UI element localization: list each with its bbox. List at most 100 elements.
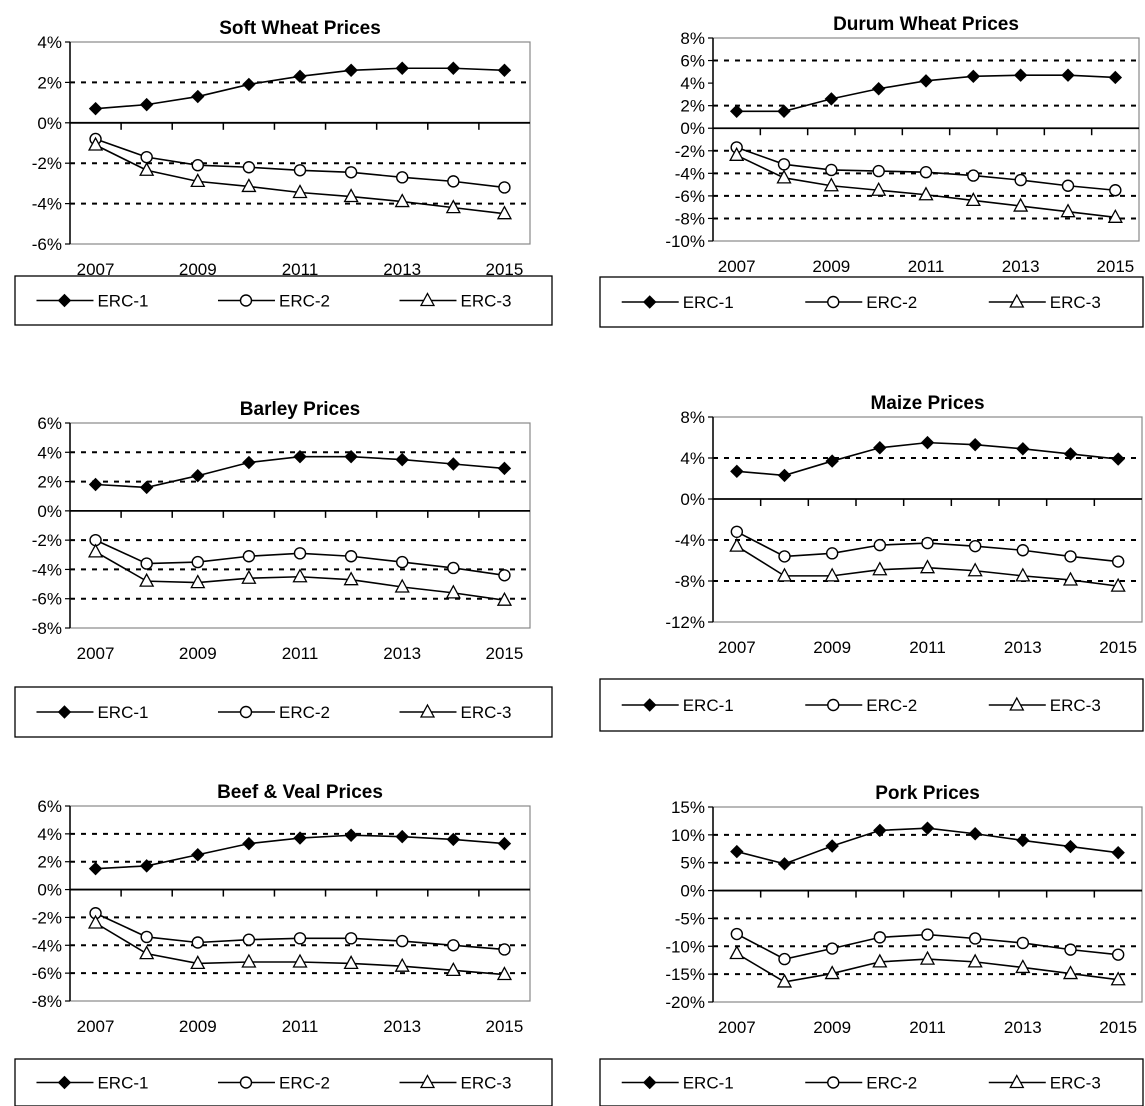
data-point-triangle: [729, 945, 745, 960]
legend: ERC-1 ERC-2 ERC-3: [14, 275, 553, 326]
series-erc-1: [729, 68, 1123, 119]
legend-label: ERC-2: [279, 703, 330, 722]
chart-title: Barley Prices: [240, 399, 360, 420]
legend-box: [599, 678, 1144, 732]
x-tick-label: 2015: [1099, 638, 1137, 657]
data-point-triangle: [729, 537, 745, 552]
series-line: [736, 154, 1116, 219]
series-erc-3: [87, 543, 513, 606]
data-point-triangle: [241, 178, 257, 193]
legend-item-erc-2: ERC-2: [217, 292, 330, 311]
y-tick-label: -6%: [32, 964, 62, 983]
data-point-circle: [191, 555, 204, 569]
data-point-triangle: [919, 559, 936, 574]
y-tick-label: -2%: [32, 154, 62, 173]
y-tick-label: -5%: [675, 909, 705, 928]
data-point-diamond: [139, 480, 154, 495]
data-point-diamond: [88, 477, 103, 492]
y-tick-label: 0%: [680, 882, 705, 901]
data-point-diamond: [871, 82, 886, 96]
data-point-diamond: [395, 829, 409, 844]
chart-title: Pork Prices: [875, 783, 980, 804]
y-tick-label: 4%: [680, 449, 705, 468]
data-point-triangle: [445, 199, 461, 214]
legend-label: ERC-1: [97, 1074, 148, 1093]
data-point-diamond: [191, 848, 205, 862]
data-point-circle: [344, 166, 358, 179]
y-tick-label: -2%: [32, 531, 62, 550]
legend-item-erc-2: ERC-2: [805, 1074, 917, 1093]
data-point-diamond: [242, 77, 256, 92]
data-point-diamond: [824, 92, 839, 106]
y-tick-label: 2%: [680, 97, 705, 116]
chart-title: Soft Wheat Prices: [219, 18, 381, 39]
y-tick-label: -4%: [32, 560, 62, 579]
data-point-circle: [242, 550, 256, 563]
legend-item-erc-2: ERC-2: [217, 1074, 330, 1093]
data-point-diamond: [1013, 68, 1028, 82]
data-point-diamond: [191, 469, 205, 483]
y-tick-label: 0%: [680, 119, 705, 138]
data-point-diamond: [777, 104, 791, 119]
y-tick-label: -4%: [32, 936, 62, 955]
legend-marker-circle: [239, 1076, 253, 1089]
data-point-diamond: [446, 61, 461, 75]
y-tick-label: 8%: [680, 29, 705, 48]
series-erc-3: [87, 136, 513, 220]
legend: ERC-1 ERC-2 ERC-3: [14, 686, 553, 738]
legend-marker-triangle: [1009, 696, 1025, 711]
data-point-diamond: [1016, 833, 1030, 848]
data-point-circle: [777, 158, 791, 171]
chart-panel-3: Barley Prices 6% 4% 2% 0% -2% -4% -6% -8% 2007 200…: [14, 399, 553, 738]
data-point-diamond: [919, 74, 933, 88]
legend-item-erc-1: ERC-1: [36, 703, 148, 722]
data-point-triangle: [919, 950, 936, 965]
plot-area-border: [712, 37, 1140, 242]
data-point-diamond: [293, 69, 307, 84]
data-point-triangle: [776, 973, 793, 988]
x-tick-label: 2011: [282, 260, 319, 279]
y-tick-label: 0%: [37, 114, 62, 133]
data-point-circle: [1111, 555, 1125, 568]
data-point-circle: [730, 927, 744, 941]
legend: ERC-1 ERC-2 ERC-3: [14, 1058, 553, 1106]
x-tick-label: 2015: [1099, 1018, 1137, 1037]
data-point-diamond: [191, 89, 205, 104]
x-tick-label: 2013: [383, 260, 421, 279]
data-point-diamond: [920, 435, 935, 450]
data-point-circle: [873, 931, 887, 944]
data-point-triangle: [292, 953, 308, 968]
data-point-circle: [242, 161, 256, 174]
x-tick-label: 2011: [909, 1018, 946, 1037]
data-point-triangle: [139, 572, 155, 587]
data-point-triangle: [1062, 965, 1079, 980]
legend-label: ERC-3: [1050, 696, 1101, 715]
data-point-circle: [191, 159, 204, 172]
data-point-triangle: [87, 543, 104, 558]
data-point-triangle: [190, 955, 206, 970]
y-tick-label: -2%: [32, 908, 62, 927]
y-tick-label: -6%: [32, 235, 62, 254]
legend-box: [14, 686, 553, 738]
legend-marker-triangle: [419, 703, 436, 718]
chart-panel-1: Soft Wheat Prices 4% 2% 0% -2% -4% -6% 2007 2009…: [14, 18, 553, 326]
y-tick-label: 8%: [680, 408, 705, 427]
series-erc-1: [730, 821, 1125, 871]
y-tick-label: 4%: [37, 825, 62, 844]
legend-label: ERC-2: [279, 1074, 330, 1093]
data-point-diamond: [139, 859, 154, 873]
chart-title: Beef & Veal Prices: [217, 782, 383, 803]
legend-label: ERC-1: [97, 292, 148, 311]
data-point-circle: [967, 169, 980, 182]
data-point-triangle: [872, 561, 888, 576]
series-erc-2: [89, 132, 511, 194]
x-tick-label: 2015: [486, 1017, 524, 1036]
legend-box: [599, 1058, 1144, 1106]
data-point-diamond: [497, 836, 512, 851]
x-tick-label: 2013: [1002, 257, 1040, 276]
data-point-circle: [778, 952, 791, 966]
y-tick-label: 2%: [37, 853, 62, 872]
data-point-triangle: [1110, 971, 1126, 986]
legend: ERC-1 ERC-2 ERC-3: [599, 678, 1144, 732]
data-point-circle: [872, 164, 885, 178]
